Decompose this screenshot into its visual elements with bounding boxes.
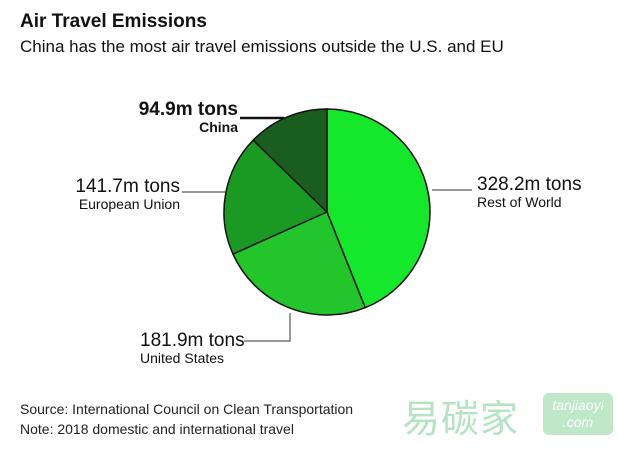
chart-title: Air Travel Emissions: [20, 11, 207, 32]
pie-slice-rest-of-world: [326, 108, 431, 309]
watermark-site: tanjiaoyi .com: [543, 393, 613, 435]
footnote: Note: 2018 domestic and international tr…: [20, 421, 294, 437]
slice-label: European Union: [78, 196, 180, 212]
label-rest-of-world: 328.2m tons Rest of World: [477, 175, 582, 209]
slice-value: 181.9m tons: [140, 330, 245, 351]
pie-slice-china: [252, 108, 328, 214]
slice-label: United States: [140, 350, 225, 366]
label-united-states: 181.9m tons United States: [140, 331, 245, 365]
label-china: 94.9m tons China: [112, 100, 238, 134]
slice-label: China: [199, 119, 238, 135]
slice-label: Rest of World: [477, 194, 562, 210]
pie-slice-united-states: [231, 210, 367, 316]
slice-value: 328.2m tons: [477, 174, 582, 195]
chart-subtitle: China has the most air travel emissions …: [20, 37, 504, 56]
label-eu: 141.7m tons European Union: [40, 177, 180, 211]
slice-value: 94.9m tons: [138, 99, 238, 120]
source-note: Source: International Council on Clean T…: [20, 401, 354, 417]
pie-slice-european-union: [223, 139, 329, 255]
leader-line-united-states: [244, 313, 291, 342]
slice-value: 141.7m tons: [75, 176, 180, 197]
watermark-logo: 易碳家: [402, 399, 520, 441]
